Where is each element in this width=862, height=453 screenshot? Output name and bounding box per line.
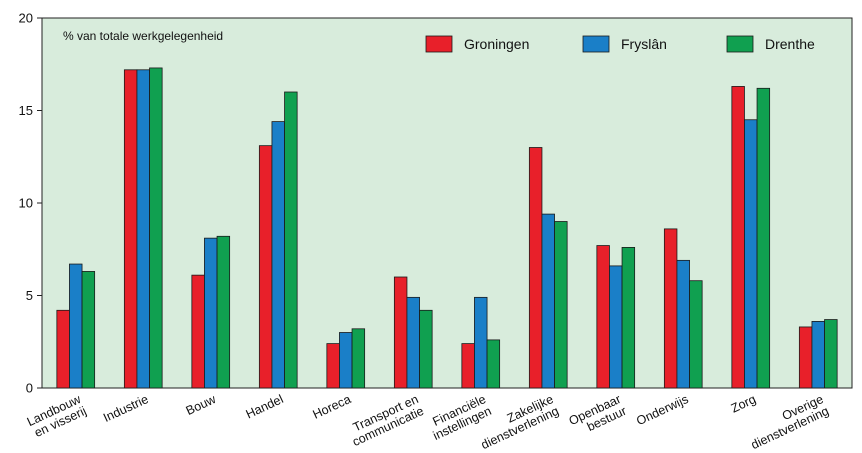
bar [798, 326, 813, 389]
bar [339, 332, 353, 389]
legend-swatch [582, 35, 610, 53]
bar [149, 67, 163, 389]
bar [419, 309, 433, 389]
bar [406, 296, 420, 389]
bar [81, 271, 96, 389]
bar [744, 119, 758, 389]
bar [136, 69, 150, 389]
x-tick-label-line: Onderwijs [634, 392, 690, 428]
legend: Groningen Fryslân Drenthe [425, 35, 815, 53]
bar [191, 274, 205, 389]
bar [756, 87, 771, 389]
x-tick-label-line: Industrie [101, 392, 150, 425]
bar [824, 319, 838, 389]
bar [663, 228, 678, 389]
bar [621, 246, 636, 389]
bar [123, 69, 138, 389]
x-tick-label-line: Handel [244, 392, 286, 421]
legend-swatch [425, 35, 453, 53]
bar [216, 235, 231, 389]
bar [69, 263, 83, 389]
x-tick-label: Handel [244, 392, 286, 421]
x-tick-label: Horeca [311, 392, 353, 422]
x-tick-label: Bouw [184, 392, 219, 418]
legend-swatch [726, 35, 754, 53]
bar [461, 343, 475, 389]
y-tick-label: 0 [26, 381, 33, 396]
bar [528, 147, 543, 389]
x-tick-label: Zorg [729, 392, 758, 416]
bar [56, 309, 70, 389]
y-tick-label: 15 [19, 103, 33, 118]
x-tick-label: Onderwijs [634, 392, 690, 428]
chart-title: % van totale werkgelegenheid [63, 29, 223, 43]
legend-label: Fryslân [621, 36, 667, 52]
bar [486, 339, 501, 389]
bar [393, 276, 408, 389]
bar [284, 91, 298, 389]
bar [731, 86, 745, 389]
bar [609, 265, 623, 389]
bar [541, 213, 555, 389]
bar [811, 320, 825, 389]
bar [326, 343, 340, 389]
legend-label: Drenthe [765, 36, 815, 52]
bar [204, 237, 218, 389]
bar [689, 280, 703, 389]
x-tick-label-line: Horeca [311, 392, 353, 422]
y-tick-label: 10 [19, 196, 33, 211]
y-tick-label: 5 [26, 288, 33, 303]
bar [474, 296, 488, 389]
x-tick-label: Industrie [101, 392, 150, 425]
bar [258, 145, 273, 389]
bar [676, 259, 690, 389]
y-tick-label: 20 [19, 11, 33, 26]
bar [271, 121, 285, 389]
x-tick-label-line: Bouw [184, 392, 219, 418]
legend-label: Groningen [464, 36, 529, 52]
y-axis: 0 5 10 15 20 [19, 11, 42, 396]
x-tick-label-line: Zorg [729, 392, 758, 416]
bars [56, 67, 838, 389]
bar [351, 328, 366, 389]
bar [554, 221, 568, 389]
bar [596, 245, 610, 389]
plot-background [41, 17, 853, 389]
